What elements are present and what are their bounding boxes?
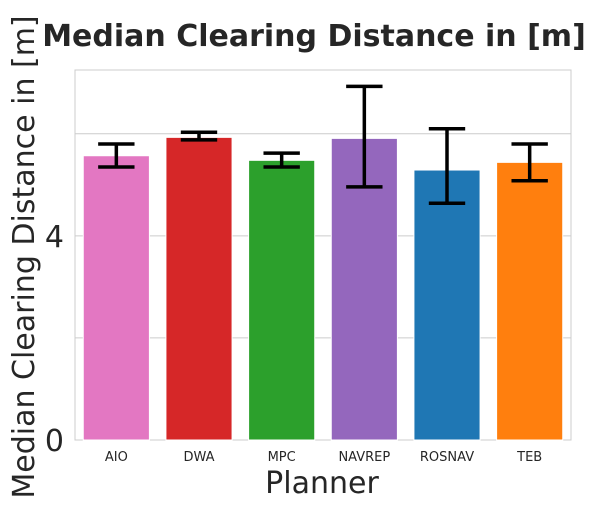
bar-teb bbox=[496, 161, 564, 441]
y-tick-4: 4 bbox=[45, 220, 64, 255]
error-bar-mpc bbox=[263, 151, 300, 169]
error-bar-aio bbox=[98, 142, 135, 169]
y-tick-labels: 04 bbox=[45, 220, 64, 459]
error-bar-rosnav bbox=[428, 126, 466, 205]
error-bar-dwa bbox=[180, 130, 218, 142]
x-axis-label: Planner bbox=[265, 466, 379, 501]
x-tick-labels: AIO DWA MPC NAVREP ROSNAV TEB bbox=[105, 450, 542, 465]
x-tick-mpc: MPC bbox=[268, 450, 296, 465]
y-axis-label: Median Clearing Distance in [m] bbox=[7, 15, 42, 498]
grid-lines bbox=[75, 133, 571, 339]
bar-rosnav bbox=[413, 169, 481, 441]
bar-navrep bbox=[330, 137, 398, 441]
x-tick-navrep: NAVREP bbox=[338, 450, 390, 465]
bar-mpc bbox=[248, 159, 316, 441]
chart-title: Median Clearing Distance in [m] bbox=[42, 19, 586, 54]
error-bar-navrep bbox=[346, 84, 383, 189]
x-tick-dwa: DWA bbox=[183, 450, 214, 465]
bars bbox=[82, 136, 564, 441]
bar-dwa bbox=[165, 136, 233, 441]
y-tick-0: 0 bbox=[45, 424, 64, 459]
bar-aio bbox=[82, 155, 150, 441]
error-bar-teb bbox=[511, 142, 548, 183]
x-tick-aio: AIO bbox=[105, 450, 128, 465]
plot-frame bbox=[74, 69, 572, 441]
error-bars bbox=[98, 84, 548, 205]
x-tick-teb: TEB bbox=[516, 450, 542, 465]
x-tick-rosnav: ROSNAV bbox=[420, 450, 474, 465]
